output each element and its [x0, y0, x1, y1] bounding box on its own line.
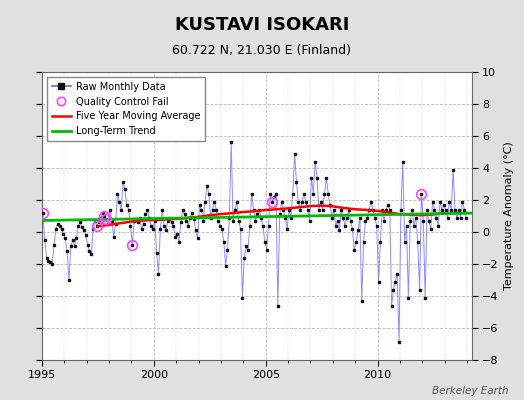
Legend: Raw Monthly Data, Quality Control Fail, Five Year Moving Average, Long-Term Tren: Raw Monthly Data, Quality Control Fail, …: [47, 77, 205, 141]
Text: KUSTAVI ISOKARI: KUSTAVI ISOKARI: [175, 16, 349, 34]
Text: Berkeley Earth: Berkeley Earth: [432, 386, 508, 396]
Y-axis label: Temperature Anomaly (°C): Temperature Anomaly (°C): [504, 142, 514, 290]
Text: 60.722 N, 21.030 E (Finland): 60.722 N, 21.030 E (Finland): [172, 44, 352, 57]
